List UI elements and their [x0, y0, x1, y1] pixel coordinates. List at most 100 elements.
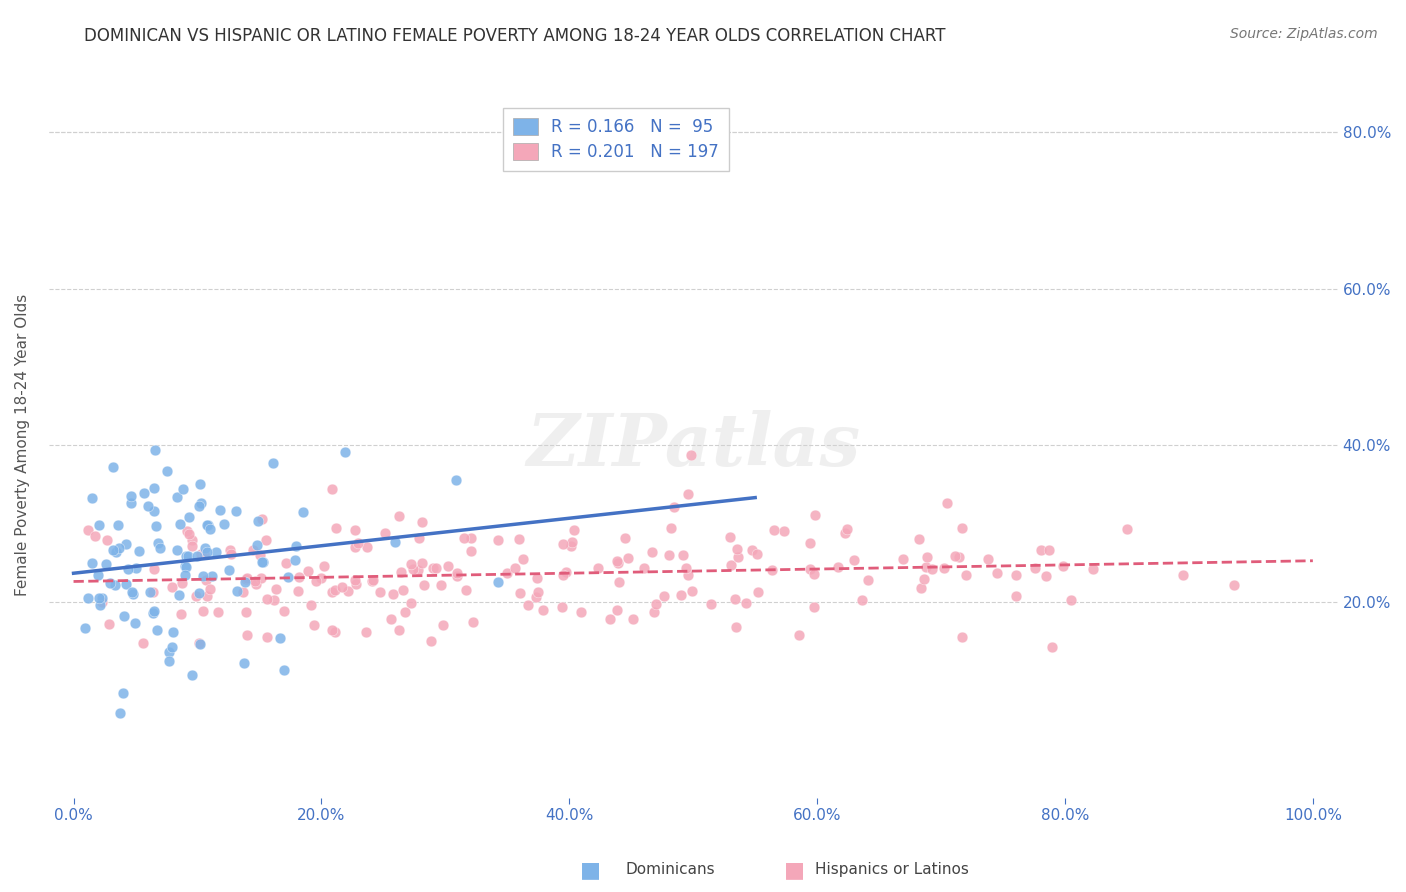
Point [834, 526, 856, 541]
Point [773, 524, 796, 539]
Point [762, 523, 785, 537]
Text: DOMINICAN VS HISPANIC OR LATINO FEMALE POVERTY AMONG 18-24 YEAR OLDS CORRELATION: DOMINICAN VS HISPANIC OR LATINO FEMALE P… [84, 27, 946, 45]
Point [249, 548, 271, 562]
Point [1059, 593, 1081, 607]
Point [104, 578, 127, 592]
Point [606, 554, 628, 568]
Text: Source: ZipAtlas.com: Source: ZipAtlas.com [1230, 27, 1378, 41]
Point [950, 521, 973, 535]
Point [422, 561, 444, 575]
Point [551, 599, 574, 614]
Point [219, 543, 242, 558]
Point [321, 482, 343, 496]
Point [200, 582, 222, 596]
Point [527, 585, 550, 599]
Point [725, 541, 748, 556]
Point [176, 524, 198, 539]
Point [274, 556, 297, 570]
Point [235, 605, 257, 619]
Point [910, 581, 932, 595]
Point [195, 518, 218, 533]
Point [413, 578, 436, 592]
Point [406, 563, 429, 577]
Point [1004, 567, 1026, 582]
Point [170, 607, 193, 621]
Point [453, 531, 475, 545]
Point [146, 623, 169, 637]
Point [172, 483, 194, 497]
Point [681, 448, 703, 462]
Point [399, 596, 422, 610]
Point [139, 585, 162, 599]
Point [411, 556, 433, 570]
Point [107, 518, 129, 533]
Point [142, 606, 165, 620]
Point [84, 529, 107, 543]
Point [621, 612, 644, 626]
Point [194, 573, 217, 587]
Point [186, 549, 208, 563]
Point [245, 574, 267, 588]
Point [115, 577, 138, 591]
Point [188, 476, 211, 491]
Point [551, 537, 574, 551]
Point [827, 559, 849, 574]
Point [138, 499, 160, 513]
Point [551, 568, 574, 582]
Point [160, 640, 183, 654]
Point [787, 628, 810, 642]
Point [98, 617, 121, 632]
Point [643, 605, 665, 619]
Point [799, 562, 821, 576]
Point [181, 668, 204, 682]
Point [803, 567, 825, 582]
Point [718, 530, 741, 544]
Point [569, 606, 592, 620]
Point [247, 514, 270, 528]
Point [856, 573, 879, 587]
Point [101, 460, 124, 475]
Point [245, 577, 267, 591]
Point [112, 608, 135, 623]
Point [555, 565, 578, 579]
Point [297, 564, 319, 578]
Point [94, 558, 117, 572]
Point [562, 523, 585, 537]
Point [325, 521, 347, 535]
Point [948, 550, 970, 565]
Point [735, 596, 758, 610]
Point [531, 603, 554, 617]
Point [336, 583, 359, 598]
Point [201, 569, 224, 583]
Point [402, 562, 425, 576]
Point [420, 634, 443, 648]
Point [169, 588, 191, 602]
Point [912, 572, 935, 586]
Point [190, 496, 212, 510]
Point [105, 545, 128, 559]
Point [112, 686, 135, 700]
Point [162, 625, 184, 640]
Point [446, 566, 468, 580]
Point [128, 544, 150, 558]
Text: ZIPatlas: ZIPatlas [526, 409, 860, 481]
Point [273, 604, 295, 618]
Point [950, 630, 973, 644]
Point [115, 537, 138, 551]
Point [1052, 558, 1074, 573]
Point [256, 591, 278, 606]
Point [194, 541, 217, 556]
Point [437, 558, 460, 573]
Point [526, 572, 548, 586]
Point [197, 517, 219, 532]
Point [678, 487, 700, 501]
Point [724, 592, 747, 607]
Point [82, 491, 104, 505]
Point [321, 623, 343, 637]
Point [1081, 562, 1104, 576]
Point [932, 561, 955, 575]
Point [157, 653, 180, 667]
Legend: R = 0.166   N =  95, R = 0.201   N = 197: R = 0.166 N = 95, R = 0.201 N = 197 [503, 108, 728, 171]
Point [633, 560, 655, 574]
Point [700, 598, 723, 612]
